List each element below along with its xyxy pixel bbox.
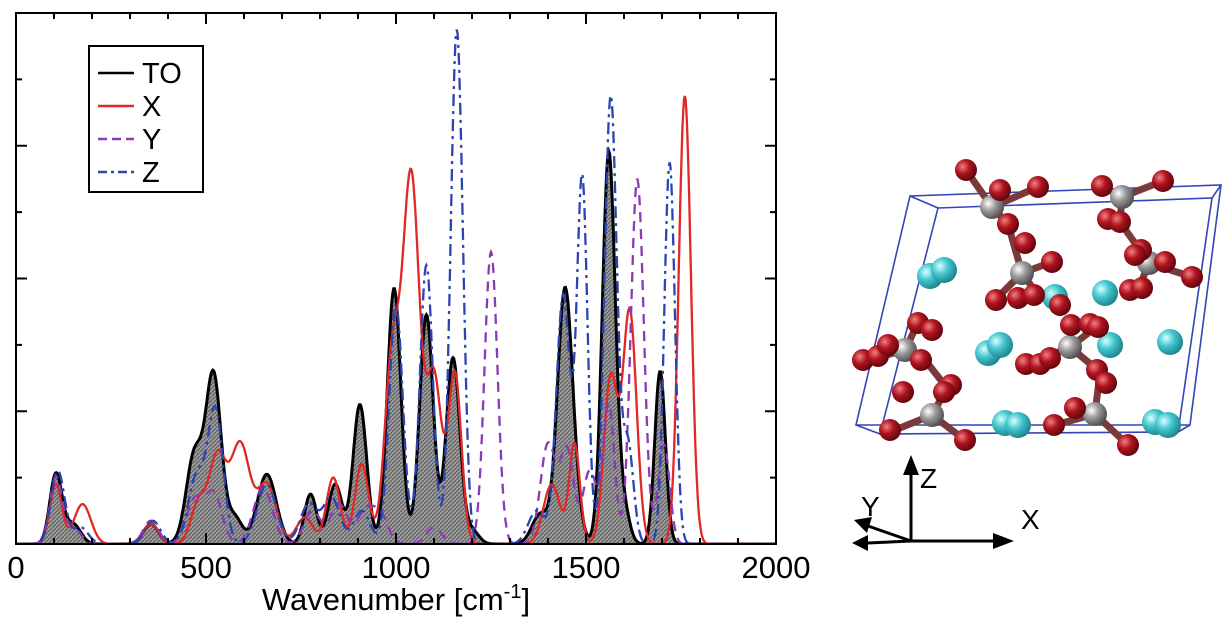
axis-ticks <box>15 13 777 544</box>
oxygen-atom <box>1043 414 1065 436</box>
z-arrowhead-icon <box>903 455 919 475</box>
oxygen-atom <box>1109 211 1131 233</box>
oxygen-atom <box>997 213 1019 235</box>
carbon-atom <box>1010 261 1034 285</box>
series-y-line <box>16 178 776 544</box>
x-tick-labels: 0 500 1000 1500 2000 <box>7 550 810 585</box>
oxygen-atom <box>985 289 1007 311</box>
oxygen-atom <box>1154 251 1176 273</box>
x-tick-label: 500 <box>180 550 232 585</box>
oxygen-atom <box>1041 251 1063 273</box>
x-arrowhead-icon <box>993 533 1014 549</box>
z-axis-letter: Z <box>920 463 937 494</box>
bonds <box>864 166 1196 449</box>
y2-arrowhead-icon <box>852 535 868 551</box>
oxygen-atom <box>1049 294 1071 316</box>
x-tick-label: 1000 <box>362 550 431 585</box>
oxygen-atom <box>879 419 901 441</box>
coordinate-triad: X Y Z <box>852 455 1040 551</box>
oxygen-atom <box>1060 314 1082 336</box>
series-to-fill <box>16 151 776 544</box>
oxygen-atom <box>877 334 899 356</box>
oxygen-atom <box>1131 277 1153 299</box>
oxygen-atom <box>1091 175 1113 197</box>
oxygen-atom <box>1117 434 1139 456</box>
legend-label-x: X <box>142 91 161 123</box>
x-axis-title-superscript: -1 <box>504 581 522 603</box>
carbon-atom <box>1083 402 1107 426</box>
legend-box <box>88 45 204 193</box>
carbon-atom <box>980 195 1004 219</box>
x-tick-label: 1500 <box>552 550 621 585</box>
calcium-atom <box>1097 332 1123 358</box>
carbon-atom <box>920 403 944 427</box>
oxygen-atom <box>1095 372 1117 394</box>
y-axis-letter: Y <box>861 491 880 522</box>
calcium-atom <box>931 257 957 283</box>
legend-label-z: Z <box>142 157 160 189</box>
oxygen-atom <box>989 179 1011 201</box>
atoms <box>852 159 1203 456</box>
legend-label-y: Y <box>142 124 161 156</box>
oxygen-atom <box>1181 266 1203 288</box>
oxygen-atom <box>955 159 977 181</box>
y-axis-arrow <box>867 524 912 543</box>
oxygen-atom <box>1027 176 1049 198</box>
calcium-atom <box>1005 412 1031 438</box>
oxygen-atom <box>921 319 943 341</box>
x-axis-letter: X <box>1021 504 1040 535</box>
oxygen-atom <box>1023 284 1045 306</box>
oxygen-atom <box>933 381 955 403</box>
carbon-atom <box>1110 185 1134 209</box>
x-tick-label: 2000 <box>742 550 811 585</box>
calcium-atom <box>987 332 1013 358</box>
oxygen-atom <box>1152 170 1174 192</box>
oxygen-atom <box>1014 232 1036 254</box>
y-arrowhead-icon <box>854 517 872 533</box>
calcium-atom <box>1092 280 1118 306</box>
oxygen-atom <box>910 349 932 371</box>
y-axis-arrow-back <box>867 539 912 545</box>
oxygen-atom <box>892 381 914 403</box>
calcium-atom <box>1155 412 1181 438</box>
carbon-atom <box>1058 335 1082 359</box>
calcium-atom <box>1157 329 1183 355</box>
x-axis-title: Wavenumber [cm-1] <box>262 581 530 617</box>
oxygen-atom <box>1064 397 1086 419</box>
oxygen-atom <box>1087 316 1109 338</box>
oxygen-atom <box>954 429 976 451</box>
oxygen-atom <box>1039 347 1061 369</box>
legend-label-to: TO <box>142 58 182 90</box>
x-tick-label: 0 <box>7 550 24 585</box>
crystal-structure: X Y Z <box>852 159 1222 551</box>
oxygen-atom <box>1124 244 1146 266</box>
